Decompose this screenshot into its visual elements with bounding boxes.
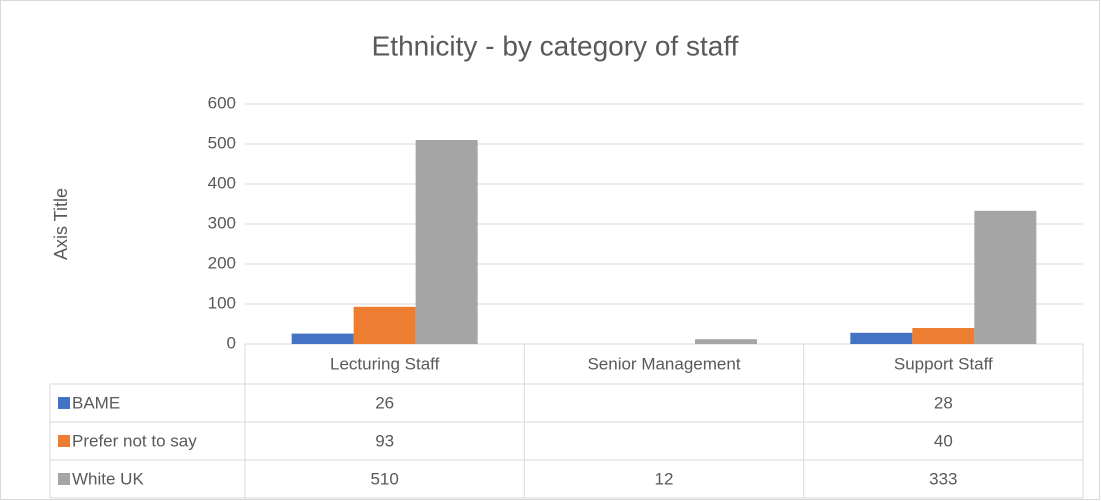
bar <box>695 339 757 344</box>
y-tick-label: 0 <box>227 333 236 352</box>
x-tick-label: Support Staff <box>894 354 993 373</box>
x-tick-label: Lecturing Staff <box>330 354 440 373</box>
bar <box>850 332 913 344</box>
table-value: 26 <box>375 393 394 412</box>
legend-key <box>58 473 70 485</box>
legend-key <box>58 397 70 409</box>
y-tick-label: 100 <box>208 293 236 312</box>
legend-label: White UK <box>72 469 144 488</box>
table-value: 93 <box>375 431 394 450</box>
y-tick-label: 600 <box>208 93 236 112</box>
table-value: 510 <box>370 469 398 488</box>
y-axis-title: Axis Title <box>51 188 71 260</box>
bar <box>353 306 416 344</box>
table-value: 40 <box>934 431 953 450</box>
x-tick-label: Senior Management <box>587 354 740 373</box>
bar <box>912 328 975 344</box>
table-value: 333 <box>929 469 957 488</box>
bar <box>974 210 1037 344</box>
bar <box>415 140 478 344</box>
chart-title: Ethnicity - by category of staff <box>372 30 739 61</box>
y-tick-label: 400 <box>208 173 236 192</box>
legend-label: Prefer not to say <box>72 431 197 450</box>
table-value: 12 <box>655 469 674 488</box>
table-value: 28 <box>934 393 953 412</box>
y-tick-label: 300 <box>208 213 236 232</box>
legend-label: BAME <box>72 393 120 412</box>
y-tick-label: 200 <box>208 253 236 272</box>
y-tick-label: 500 <box>208 133 236 152</box>
legend-key <box>58 435 70 447</box>
bar <box>291 333 354 344</box>
